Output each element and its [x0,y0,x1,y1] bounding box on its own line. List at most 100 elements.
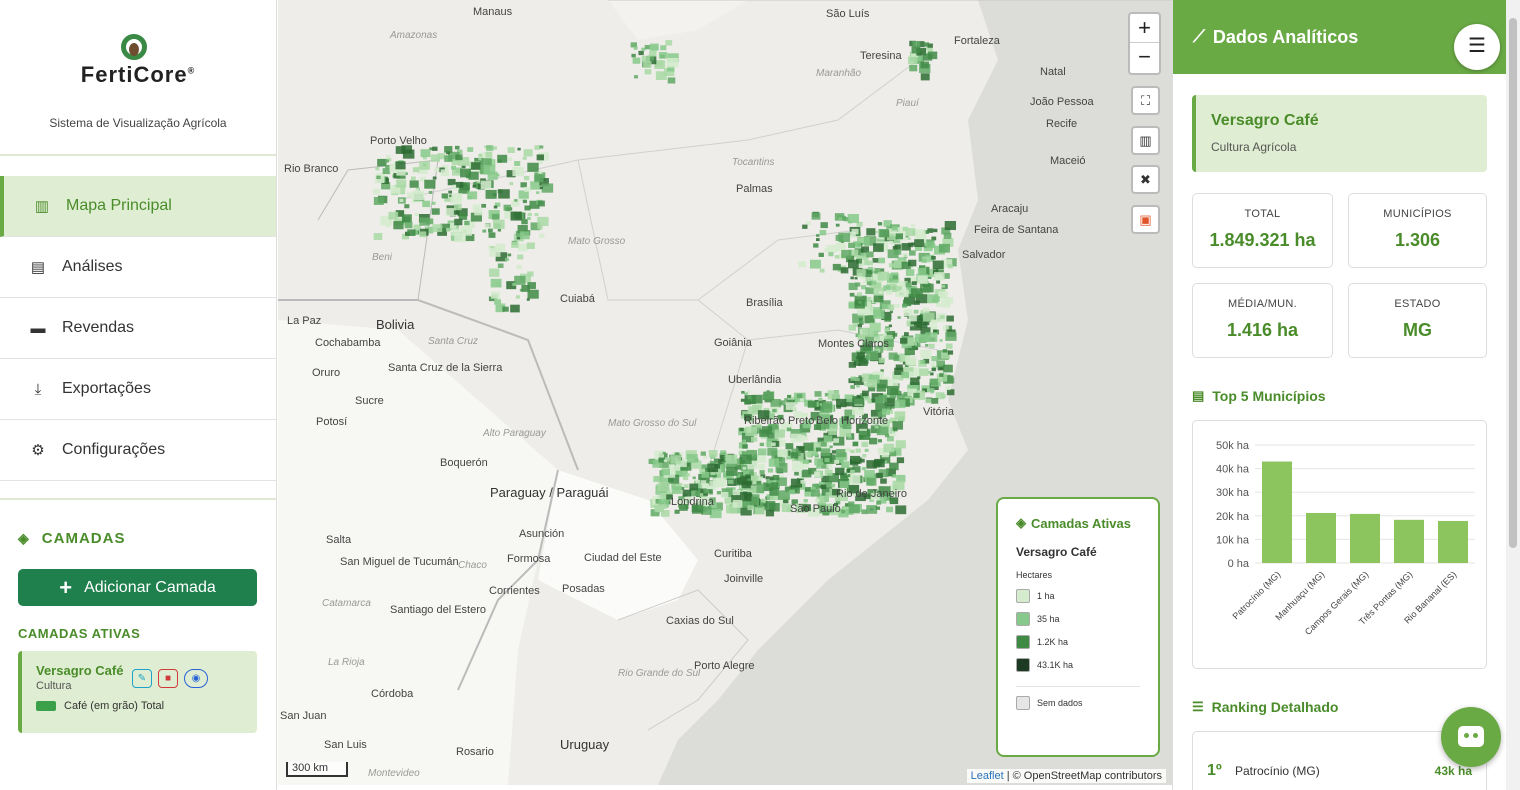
coffee-area-polygon [486,145,494,152]
coffee-area-polygon [877,447,887,455]
coffee-area-polygon [692,476,696,480]
coffee-area-polygon [654,504,664,513]
coffee-area-polygon [539,145,544,149]
coffee-area-polygon [897,227,909,236]
coffee-area-polygon [891,447,902,456]
menu-icon[interactable]: ☰ [1454,24,1500,70]
coffee-area-polygon [886,283,897,293]
coffee-area-polygon [527,212,532,217]
chatbot-button[interactable] [1441,707,1501,767]
coffee-area-polygon [886,378,899,389]
coffee-area-polygon [856,352,865,359]
coffee-area-polygon [772,408,777,413]
coffee-area-polygon [889,240,894,245]
coffee-area-polygon [929,387,935,393]
coffee-area-polygon [811,489,820,497]
coffee-area-polygon [742,444,748,449]
layer-type: Cultura [36,680,72,692]
coffee-area-polygon [802,224,808,229]
nav-item-revendas[interactable]: ▬ Revendas [0,298,276,359]
trash-icon[interactable]: ■ [158,669,178,688]
coffee-area-polygon [909,320,922,331]
coffee-area-polygon [883,220,892,227]
coffee-area-polygon [848,361,857,368]
coffee-area-polygon [478,157,482,161]
coffee-area-polygon [930,397,939,404]
coffee-area-polygon [461,165,466,169]
coffee-area-polygon [497,154,508,163]
coffee-area-polygon [746,390,751,394]
coffee-area-polygon [428,190,433,194]
coffee-area-polygon [848,282,858,291]
nav-item-configuracoes[interactable]: ⚙ Configurações [0,420,276,481]
brand-mark: ® [187,65,196,76]
coffee-area-polygon [747,485,757,494]
coffee-area-polygon [484,151,493,158]
coffee-area-polygon [454,233,466,243]
coffee-area-polygon [524,205,531,211]
eye-icon[interactable]: ◉ [184,669,208,688]
store-icon[interactable]: ▣ [1131,205,1160,234]
coffee-area-polygon [915,234,927,243]
coffee-area-polygon [871,269,876,274]
coffee-area-polygon [874,425,879,429]
scrollbar[interactable] [1506,0,1520,790]
coffee-area-polygon [840,215,846,221]
coffee-area-polygon [920,73,930,81]
nav-item-analises[interactable]: ▤ Análises [0,237,276,298]
leaflet-link[interactable]: Leaflet [970,770,1004,782]
coffee-area-polygon [903,308,913,317]
coffee-area-polygon [765,509,775,517]
coffee-area-polygon [821,487,833,496]
coffee-area-polygon [884,433,890,438]
coffee-area-polygon [858,317,863,321]
coffee-area-polygon [827,390,840,400]
nav-item-mapa-principal[interactable]: ▥ Mapa Principal [0,176,276,237]
zoom-out-button[interactable]: − [1138,44,1151,69]
coffee-area-polygon [929,372,934,376]
coffee-area-polygon [834,255,840,259]
ranking-row[interactable]: 1º Patrocínio (MG) 43k ha [1192,731,1487,790]
coffee-area-polygon [739,454,752,465]
coffee-area-polygon [822,401,833,409]
tools-icon[interactable]: ✖ [1131,165,1160,194]
coffee-area-polygon [377,158,387,167]
coffee-area-polygon [471,162,481,170]
coffee-area-polygon [515,230,523,237]
coffee-area-polygon [399,198,404,202]
coffee-area-polygon [649,50,657,57]
map-label: Córdoba [371,688,414,700]
coffee-area-polygon [927,51,938,60]
coffee-area-polygon [870,409,883,419]
coffee-area-polygon [927,371,931,374]
coffee-area-polygon [925,332,938,342]
nav-item-exportacoes[interactable]: ⤓ Exportações [0,359,276,420]
scrollbar-thumb[interactable] [1509,18,1517,548]
coffee-area-polygon [863,382,868,386]
coffee-area-polygon [852,466,861,473]
coffee-area-polygon [506,170,516,178]
legend-label: 1 ha [1037,591,1055,601]
coffee-area-polygon [506,281,517,290]
fullscreen-icon[interactable]: ⛶ [1131,86,1160,115]
map-view[interactable]: Manaus São Luís Fortaleza Teresina Natal João… [278,0,1172,785]
zoom-in-button[interactable]: + [1130,14,1159,43]
coffee-area-polygon [741,451,748,456]
layer-card[interactable]: Versagro Café Cultura Café (em grão) Tot… [18,651,257,733]
coffee-area-polygon [909,250,916,256]
coffee-area-polygon [707,461,711,465]
coffee-area-polygon [467,191,478,200]
coffee-area-polygon [854,300,865,309]
coffee-area-polygon [488,232,496,238]
coffee-area-polygon [827,473,839,483]
coffee-area-polygon [877,222,883,226]
coffee-area-polygon [905,269,915,276]
coffee-area-polygon [848,504,860,514]
map-icon[interactable]: ▥ [1131,126,1160,155]
coffee-area-polygon [947,264,953,269]
coffee-area-polygon [457,208,468,217]
add-layer-button[interactable]: + Adicionar Camada [18,569,257,606]
map-label: Porto Velho [370,135,427,147]
edit-icon[interactable]: ✎ [132,669,152,688]
coffee-area-polygon [814,391,822,397]
